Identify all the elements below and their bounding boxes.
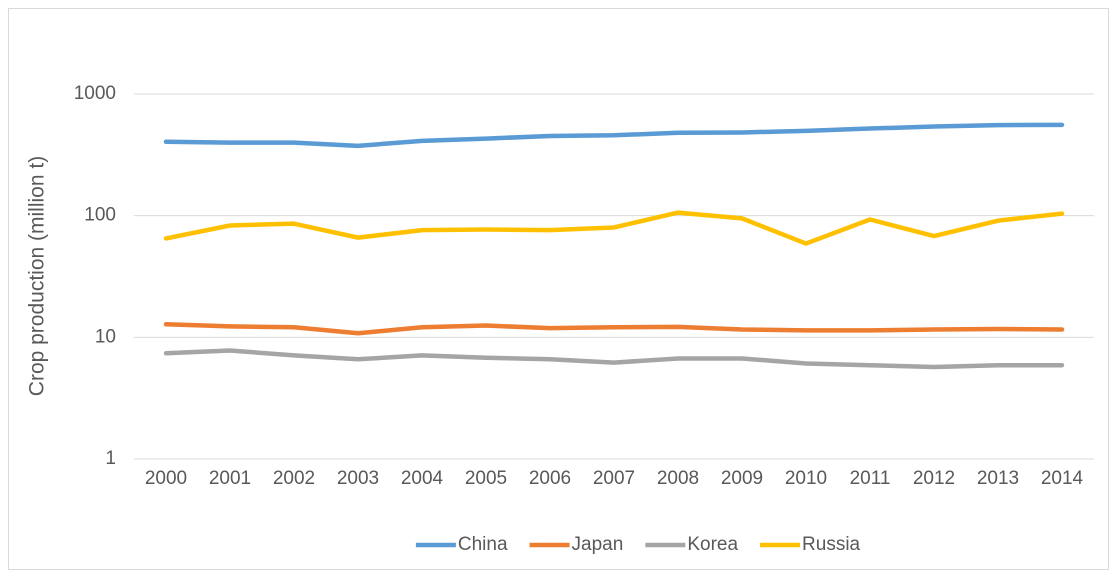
legend-label: China <box>458 534 508 555</box>
x-tick-label: 2007 <box>593 468 635 489</box>
series-line <box>163 322 1065 336</box>
x-tick-label: 2003 <box>337 468 379 489</box>
x-tick-label: 2004 <box>401 468 444 489</box>
legend-label: Japan <box>572 534 624 555</box>
x-tick-label: 2011 <box>850 468 891 489</box>
legend-label: Russia <box>802 534 861 555</box>
x-tick-label: 2001 <box>209 468 251 489</box>
y-tick-label: 100 <box>84 205 116 226</box>
x-tick-label: 2006 <box>529 468 571 489</box>
x-tick-label: 2013 <box>977 468 1019 489</box>
chart-frame <box>8 8 1109 570</box>
x-tick-label: 2005 <box>465 468 507 489</box>
x-tick-label: 2000 <box>145 468 187 489</box>
y-tick-label: 10 <box>95 326 116 347</box>
x-tick-label: 2009 <box>721 468 763 489</box>
y-tick-label: 1000 <box>74 83 116 104</box>
series-line <box>163 210 1065 246</box>
series-line <box>163 122 1065 149</box>
series-line <box>163 348 1065 370</box>
x-tick-label: 2010 <box>785 468 827 489</box>
x-tick-label: 2012 <box>913 468 955 489</box>
x-tick-label: 2014 <box>1041 468 1084 489</box>
y-axis-title: Crop production (million t) <box>26 156 49 396</box>
legend-label: Korea <box>687 534 738 555</box>
x-tick-label: 2002 <box>273 468 315 489</box>
x-tick-label: 2008 <box>657 468 699 489</box>
y-tick-label: 1 <box>105 448 116 469</box>
